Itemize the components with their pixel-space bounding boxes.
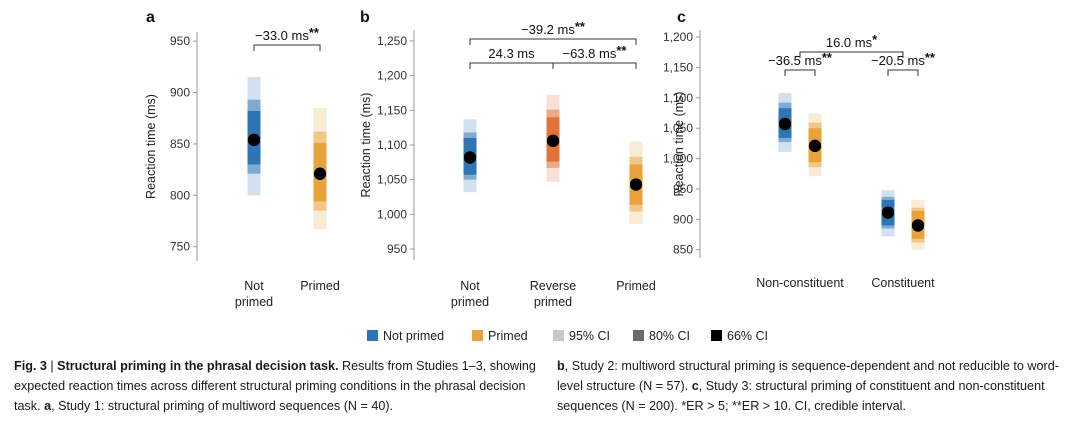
legend-label: Primed <box>488 329 528 343</box>
figure-caption-left: Fig. 3 | Structural priming in the phras… <box>14 356 542 416</box>
bracket-label: 16.0 ms* <box>826 32 878 50</box>
y-tick-label: 1,150 <box>663 60 693 74</box>
y-tick-label: 1,150 <box>377 103 407 117</box>
panel-b: b 950 1,000 1,050 1,100 1,150 1,200 1,250 Reacti… <box>359 9 656 309</box>
significance-bracket <box>552 62 637 69</box>
significance-bracket <box>887 69 919 76</box>
y-tick-label: 1,050 <box>663 121 693 135</box>
mean-point <box>629 178 643 191</box>
panel-c: c 850 900 950 1,000 1,050 1,100 1,150 1,200 React… <box>663 9 936 290</box>
caption-b-text: , Study 2: multiword structural priming … <box>557 359 1059 393</box>
y-tick-label: 850 <box>170 137 190 151</box>
x-category-label: Not <box>460 279 480 293</box>
x-category-label: Primed <box>616 279 656 293</box>
bracket-label: −63.8 ms** <box>563 43 628 61</box>
mean-point <box>808 139 822 153</box>
panel-letter-a: a <box>146 9 155 26</box>
bracket-label: −33.0 ms** <box>255 25 320 43</box>
legend-swatch <box>633 330 644 341</box>
caption-separator: | <box>46 359 58 373</box>
caption-summary: Results from Studies 1–3, showing expect… <box>14 359 536 413</box>
legend-label: 95% CI <box>569 329 610 343</box>
bracket-label: 24.3 ms <box>488 46 535 61</box>
y-tick-label: 1,000 <box>663 152 693 166</box>
x-category-label: Not <box>244 279 264 293</box>
legend-label: 80% CI <box>649 329 690 343</box>
mean-point <box>778 117 792 131</box>
figure-caption-right: b, Study 2: multiword structural priming… <box>557 356 1069 416</box>
x-category-label: Non-constituent <box>756 276 844 290</box>
significance-bracket <box>799 51 904 58</box>
y-axis-label: Reaction time (ms) <box>672 92 686 197</box>
legend: Not primed Primed 95% CI 80% CI 66% CI <box>367 329 768 343</box>
caption-a-label: a <box>44 399 52 413</box>
y-tick-label: 1,100 <box>663 91 693 105</box>
x-category-label: Reverse <box>530 279 577 293</box>
y-tick-label: 1,200 <box>663 30 693 44</box>
legend-swatch <box>367 330 378 341</box>
y-tick-label: 1,050 <box>377 173 407 187</box>
mean-point <box>881 206 895 219</box>
y-tick-label: 750 <box>170 240 190 254</box>
y-tick-label: 1,200 <box>377 69 407 83</box>
legend-label: Not primed <box>383 329 444 343</box>
significance-bracket <box>469 62 554 69</box>
y-axis-label: Reaction time (ms) <box>144 94 158 199</box>
y-tick-label: 800 <box>170 188 190 202</box>
y-axis-label: Reaction time (ms) <box>359 93 373 198</box>
mean-point <box>313 167 327 180</box>
legend-swatch <box>711 330 722 341</box>
panel-letter-c: c <box>677 9 686 26</box>
mean-point <box>247 133 261 147</box>
bracket-label: −39.2 ms** <box>521 19 586 37</box>
y-tick-label: 950 <box>170 34 190 48</box>
y-tick-label: 850 <box>673 243 693 257</box>
y-tick-label: 1,000 <box>377 207 407 221</box>
panel-letter-b: b <box>360 9 370 26</box>
bracket-label: −36.5 ms** <box>768 50 833 68</box>
caption-a-text: , Study 1: structural priming of multiwo… <box>51 399 394 413</box>
y-tick-label: 1,250 <box>377 34 407 48</box>
y-tick-label: 900 <box>673 212 693 226</box>
x-category-label: primed <box>235 295 273 309</box>
panel-a: a 750 800 850 900 950 Reaction time (ms) Not pri… <box>144 9 340 309</box>
x-category-label: Primed <box>300 279 340 293</box>
caption-b-label: b <box>557 359 565 373</box>
figure-label: Fig. 3 <box>14 359 47 373</box>
mean-point <box>463 151 477 164</box>
y-tick-label: 900 <box>170 86 190 100</box>
significance-bracket <box>253 44 321 51</box>
figure-title: Structural priming in the phrasal decisi… <box>57 359 339 373</box>
caption-c-label: c <box>691 379 699 393</box>
x-category-label: primed <box>534 295 572 309</box>
mean-point <box>911 219 925 232</box>
x-category-label: Constituent <box>871 276 935 290</box>
legend-swatch <box>472 330 483 341</box>
mean-point <box>546 134 560 148</box>
caption-c-text: , Study 3: structural priming of constit… <box>557 379 1045 413</box>
bracket-label: −20.5 ms** <box>871 50 936 68</box>
significance-bracket <box>469 38 637 45</box>
x-category-label: primed <box>451 295 489 309</box>
significance-bracket <box>784 69 816 76</box>
y-tick-label: 1,100 <box>377 138 407 152</box>
y-tick-label: 950 <box>673 182 693 196</box>
y-tick-label: 950 <box>387 242 407 256</box>
legend-label: 66% CI <box>727 329 768 343</box>
legend-swatch <box>553 330 564 341</box>
